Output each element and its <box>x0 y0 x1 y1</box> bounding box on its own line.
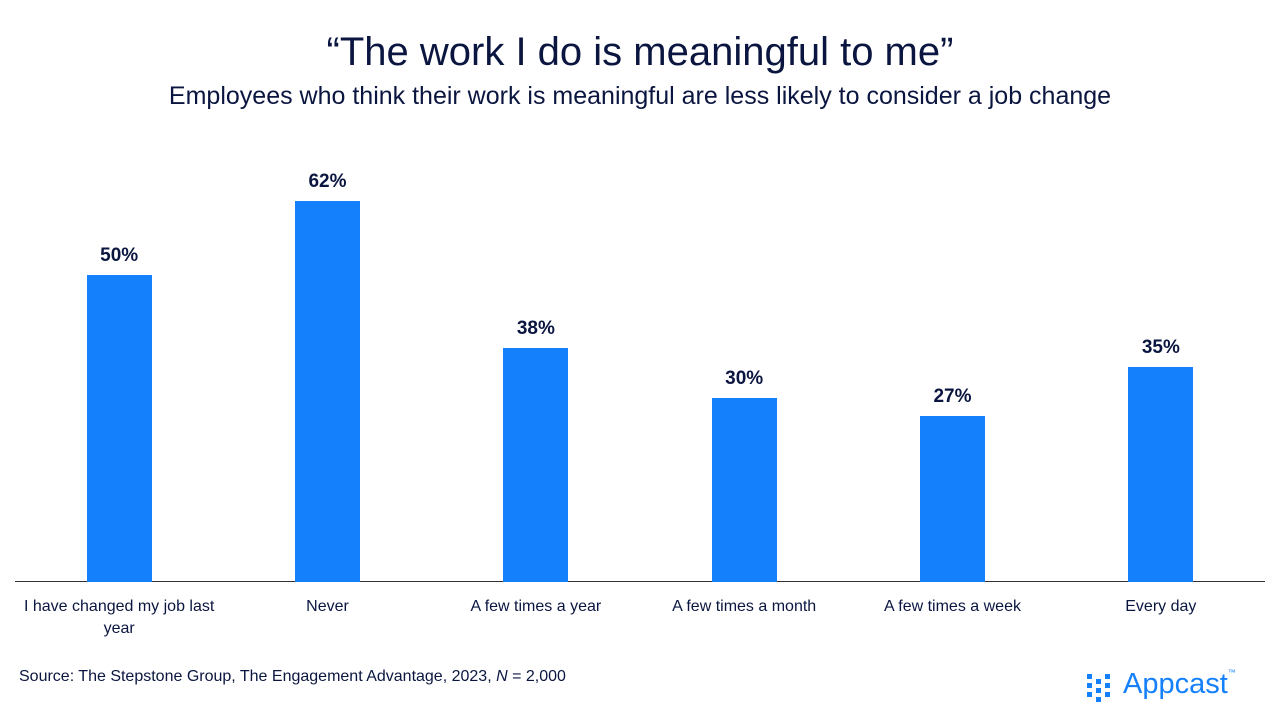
value-label: 38% <box>516 318 555 340</box>
value-label: 50% <box>100 244 139 266</box>
x-tick-label: A few times a month <box>672 598 817 615</box>
x-tick-label: I have changed my job last year <box>23 598 215 637</box>
x-tick-label: Never <box>306 598 349 615</box>
source-text: = 2,000 <box>507 668 566 685</box>
value-label: 27% <box>933 385 972 407</box>
bar <box>86 274 152 582</box>
x-tick-label: A few times a year <box>470 598 602 615</box>
x-tick-label: Every day <box>1125 598 1197 615</box>
value-label: 30% <box>725 367 764 389</box>
logo-icon <box>1087 674 1110 702</box>
source-italic: N <box>496 668 508 685</box>
source-text: Source: The Stepstone Group, The Engagem… <box>19 668 497 685</box>
chart-title: “The work I do is meaningful to me” <box>326 30 954 74</box>
value-label: 62% <box>308 170 347 192</box>
bar <box>920 415 985 582</box>
logo: Appcast ™ <box>1085 668 1236 704</box>
value-label: 35% <box>1141 336 1180 358</box>
chart-subtitle: Employees who think their work is meanin… <box>168 82 1112 110</box>
x-tick-label: A few times a week <box>884 598 1021 615</box>
bar <box>503 348 569 582</box>
x-axis-line <box>15 581 1265 582</box>
bar <box>295 200 360 582</box>
source-note: Source: The Stepstone Group, The Engagem… <box>19 668 566 686</box>
bar <box>711 397 777 582</box>
logo-trademark: ™ <box>1227 668 1236 677</box>
logo-text: Appcast <box>1123 668 1228 700</box>
bar <box>1128 366 1194 582</box>
